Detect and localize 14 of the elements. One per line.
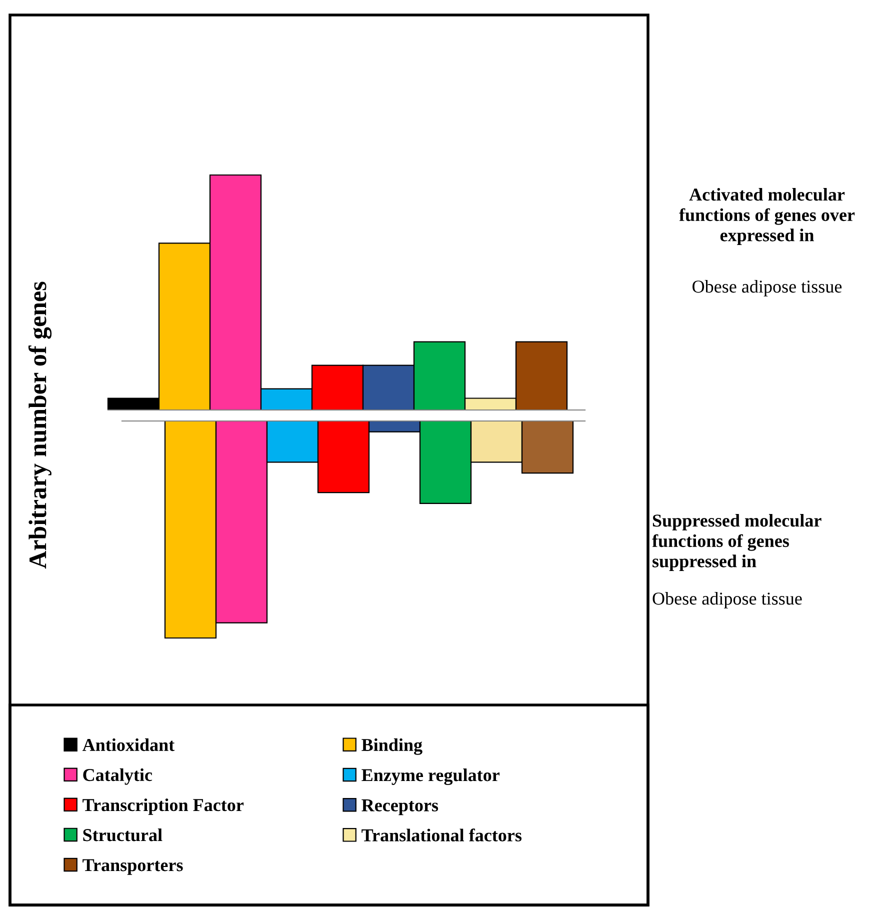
legend-label: Antioxidant: [82, 738, 175, 752]
legend-label: Catalytic: [83, 768, 152, 785]
text: Suppressed molecular functions of genes suppressed in: [652, 514, 822, 572]
text: Activated molecular functions of genes over expressed in: [679, 188, 855, 246]
legend-label: Translational factors: [362, 828, 522, 842]
text: Obese adipose tissue: [652, 592, 802, 608]
legend-label: Binding: [362, 738, 422, 755]
text: Obese adipose tissue: [692, 280, 842, 296]
legend-label: Transcription Factor: [82, 798, 244, 815]
y-axis-title: Arbitrary number of genes: [28, 282, 52, 569]
legend-label: Receptors: [362, 799, 438, 816]
legend-label: Transporters: [82, 859, 183, 875]
legend-label: Enzyme regulator: [362, 768, 500, 786]
legend-label: Structural: [83, 828, 162, 842]
